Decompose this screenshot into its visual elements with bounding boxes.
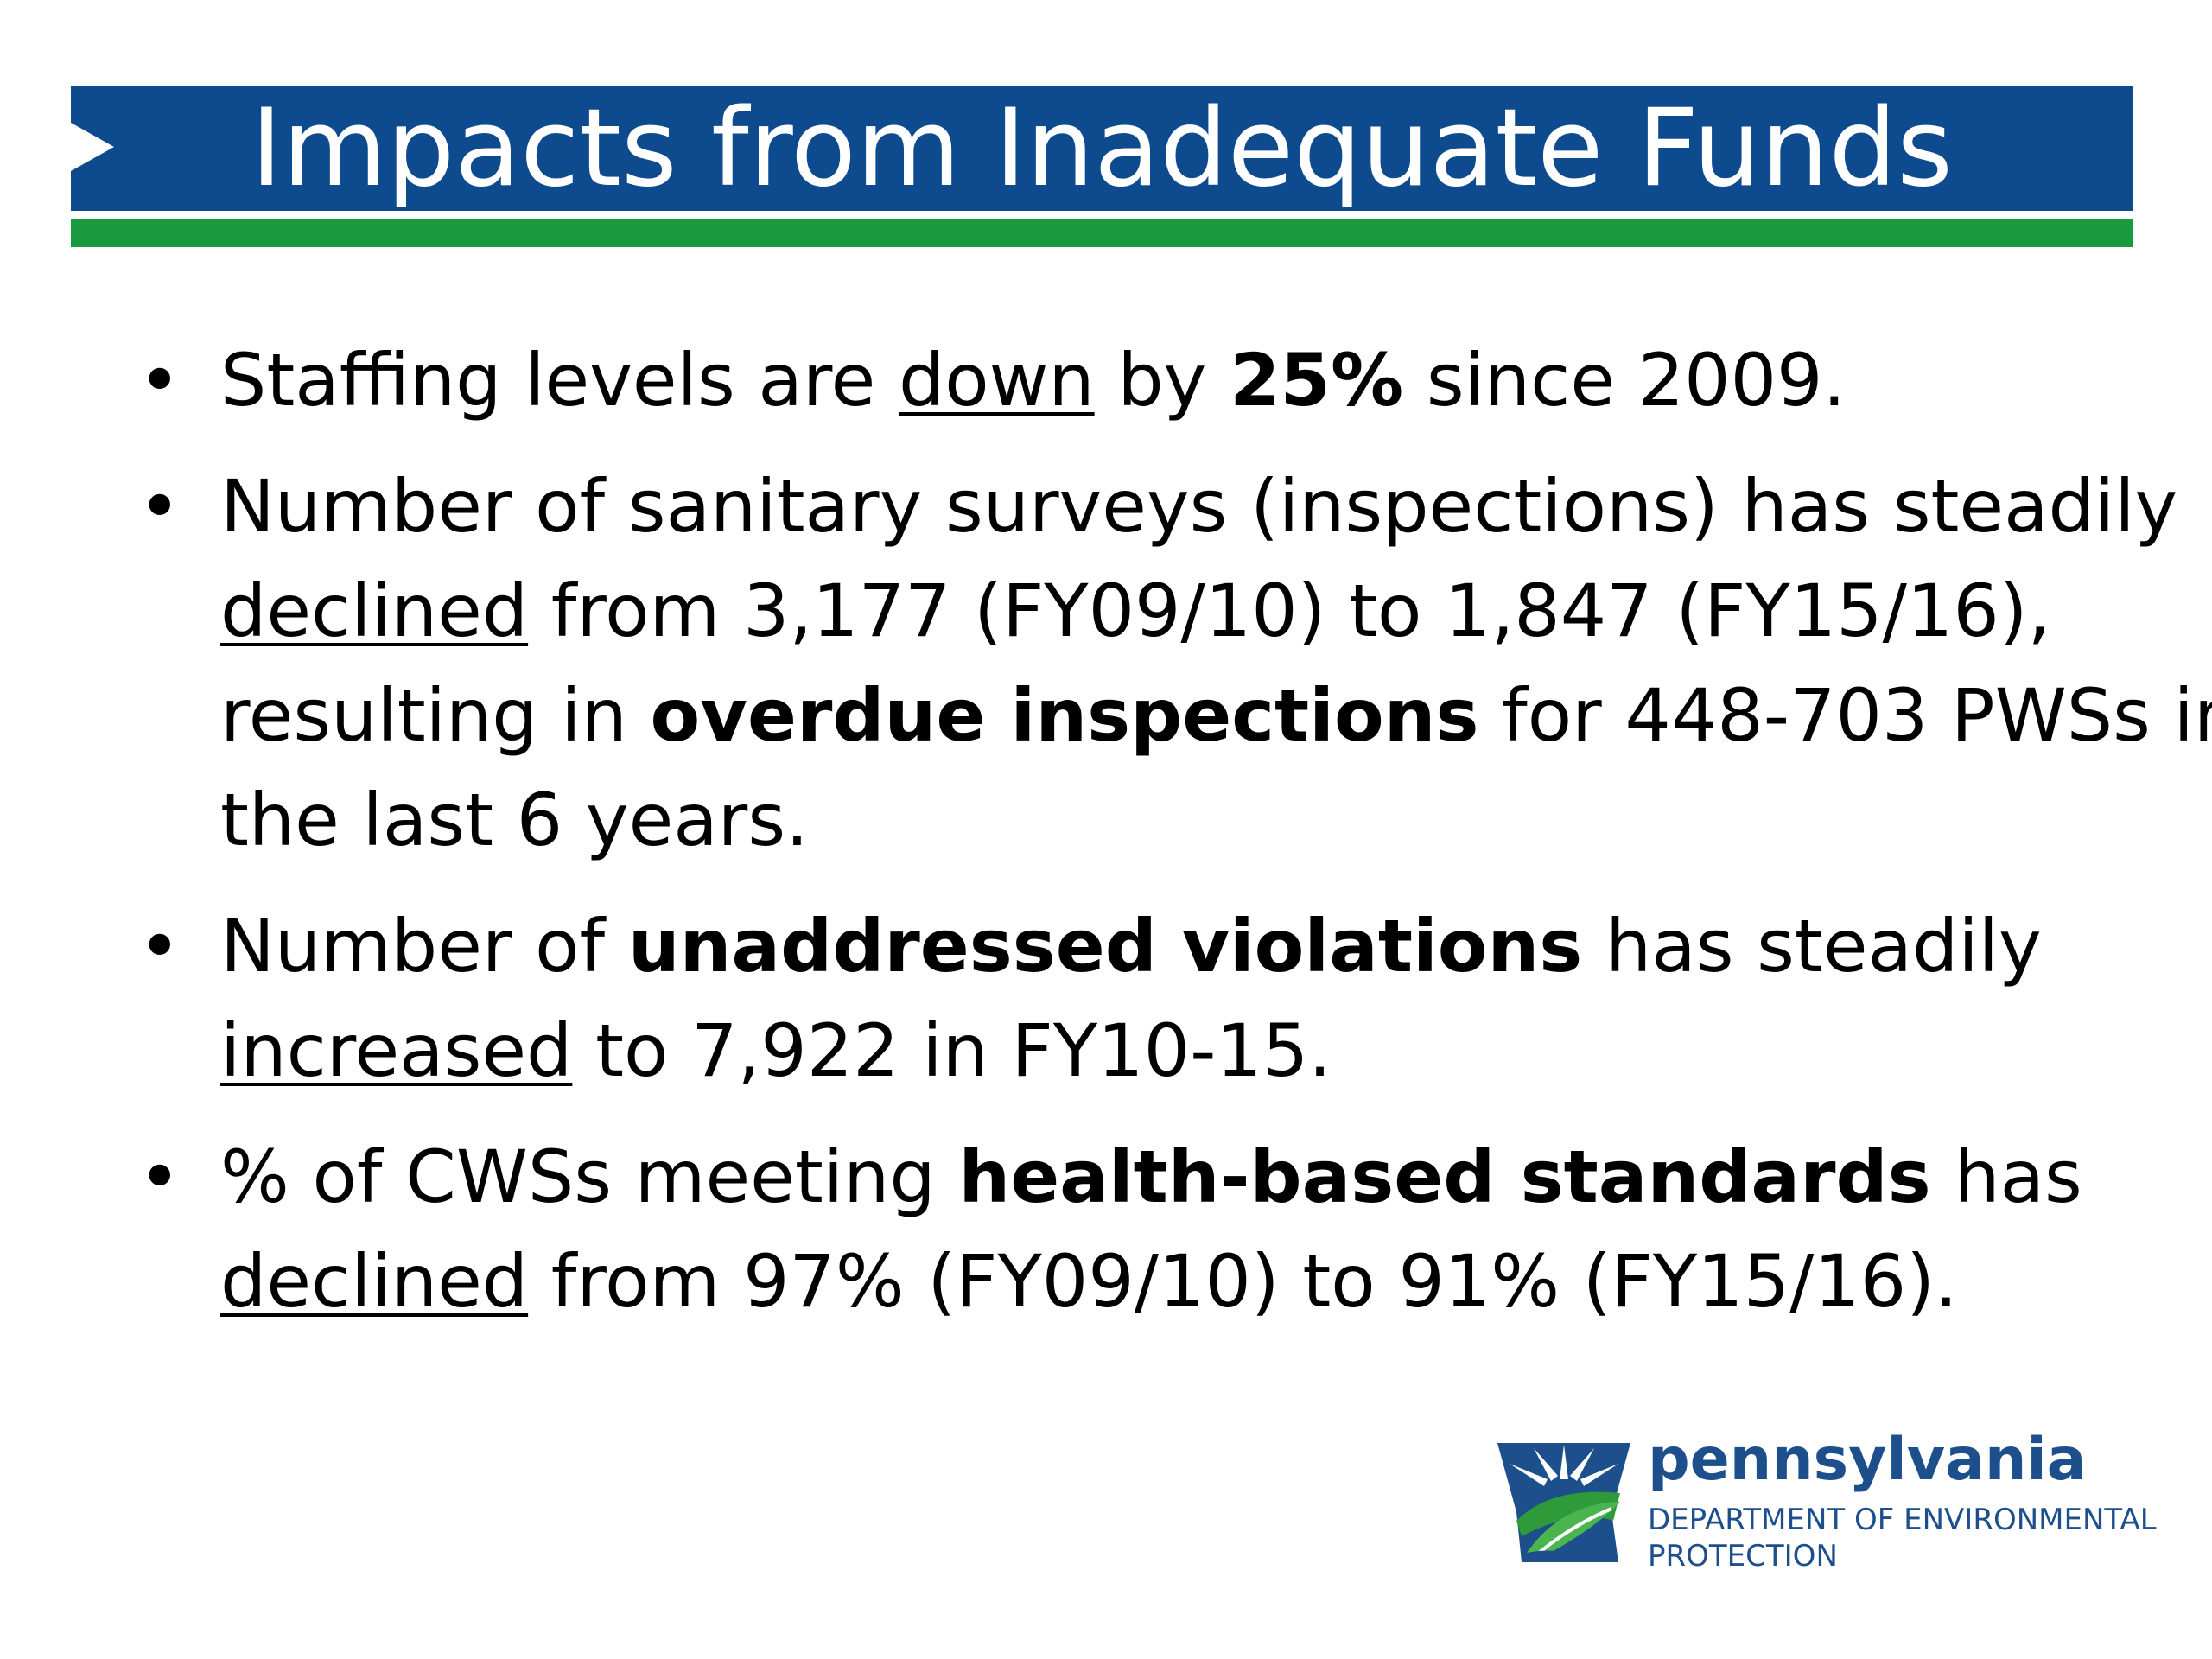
logo-department: DEPARTMENT OF ENVIRONMENTAL PROTECTION bbox=[1648, 1502, 2157, 1574]
bullet-text: Number of sanitary surveys (inspections)… bbox=[220, 464, 2178, 549]
bullet-text: to 7,922 in FY10-15. bbox=[572, 1008, 1332, 1093]
bullet-dot-icon: • bbox=[138, 464, 181, 549]
bullet-item: • Number of sanitary surveys (inspections… bbox=[130, 454, 2212, 873]
bullet-emphasis: 25% bbox=[1230, 338, 1404, 423]
bullet-line: Number of unaddressed violations has ste… bbox=[220, 894, 2117, 999]
bullet-underlined: down bbox=[898, 338, 1095, 423]
bullet-item: • Staffing levels are down by 25% since 2… bbox=[130, 328, 2117, 433]
bullet-text: by bbox=[1094, 338, 1230, 423]
bullet-underlined: increased bbox=[220, 1008, 573, 1093]
bullet-underlined: declined bbox=[220, 569, 529, 653]
bullet-text: resulting in bbox=[220, 673, 651, 758]
bullet-emphasis: overdue inspections bbox=[650, 673, 1479, 758]
bullet-line: increased to 7,922 in FY10-15. bbox=[220, 999, 2117, 1103]
bullet-text: % of CWSs meeting bbox=[220, 1135, 959, 1219]
logo-department-line2: PROTECTION bbox=[1648, 1539, 1838, 1573]
bullet-line: Number of sanitary surveys (inspections)… bbox=[220, 454, 2177, 559]
title-divider-white bbox=[71, 211, 2133, 219]
slide-title: Impacts from Inadequate Funds bbox=[251, 86, 1953, 211]
bullet-text: for 448-703 PWSs in bbox=[1478, 673, 2212, 758]
bullet-text: has bbox=[1930, 1135, 2082, 1219]
bullet-text: the last 6 years. bbox=[220, 778, 809, 862]
bullet-list: • Staffing levels are down by 25% since 2… bbox=[130, 328, 2212, 1356]
title-divider-green bbox=[71, 219, 2133, 247]
bullet-line: the last 6 years. bbox=[220, 768, 2117, 873]
bullet-dot-icon: • bbox=[138, 1135, 181, 1219]
bullet-underlined: declined bbox=[220, 1239, 529, 1324]
bullet-line: % of CWSs meeting health-based standards… bbox=[220, 1125, 2117, 1230]
bullet-text: Staffing levels are bbox=[220, 338, 899, 423]
pa-dep-logo: pennsylvania DEPARTMENT OF ENVIRONMENTAL… bbox=[1491, 1426, 2182, 1581]
bullet-dot-icon: • bbox=[138, 904, 181, 988]
title-banner: Impacts from Inadequate Funds bbox=[71, 86, 2133, 211]
logo-name: pennsylvania bbox=[1648, 1426, 2087, 1494]
bullet-item: • % of CWSs meeting health-based standard… bbox=[130, 1125, 2117, 1334]
bullet-text: since 2009. bbox=[1403, 338, 1847, 423]
bullet-line: declined from 97% (FY09/10) to 91% (FY15… bbox=[220, 1230, 2117, 1334]
bullet-text: has steadily bbox=[1582, 904, 2042, 988]
bullet-emphasis: unaddressed violations bbox=[627, 904, 1583, 988]
bullet-text: from 3,177 (FY09/10) to 1,847 (FY15/16), bbox=[528, 569, 2051, 653]
bullet-line: declined from 3,177 (FY09/10) to 1,847 (… bbox=[220, 559, 2117, 664]
pa-keystone-leaf-logo-icon bbox=[1497, 1443, 1630, 1562]
bullet-text: from 97% (FY09/10) to 91% (FY15/16). bbox=[528, 1239, 1958, 1324]
bullet-item: • Number of unaddressed violations has st… bbox=[130, 894, 2117, 1103]
bullet-line: Staffing levels are down by 25% since 20… bbox=[220, 328, 2117, 433]
title-arrow-icon bbox=[71, 123, 114, 171]
bullet-dot-icon: • bbox=[138, 338, 181, 423]
bullet-line: resulting in overdue inspections for 448… bbox=[220, 664, 2212, 768]
logo-department-line1: DEPARTMENT OF ENVIRONMENTAL bbox=[1648, 1503, 2157, 1537]
bullet-emphasis: health-based standards bbox=[958, 1135, 1931, 1219]
bullet-text: Number of bbox=[220, 904, 628, 988]
